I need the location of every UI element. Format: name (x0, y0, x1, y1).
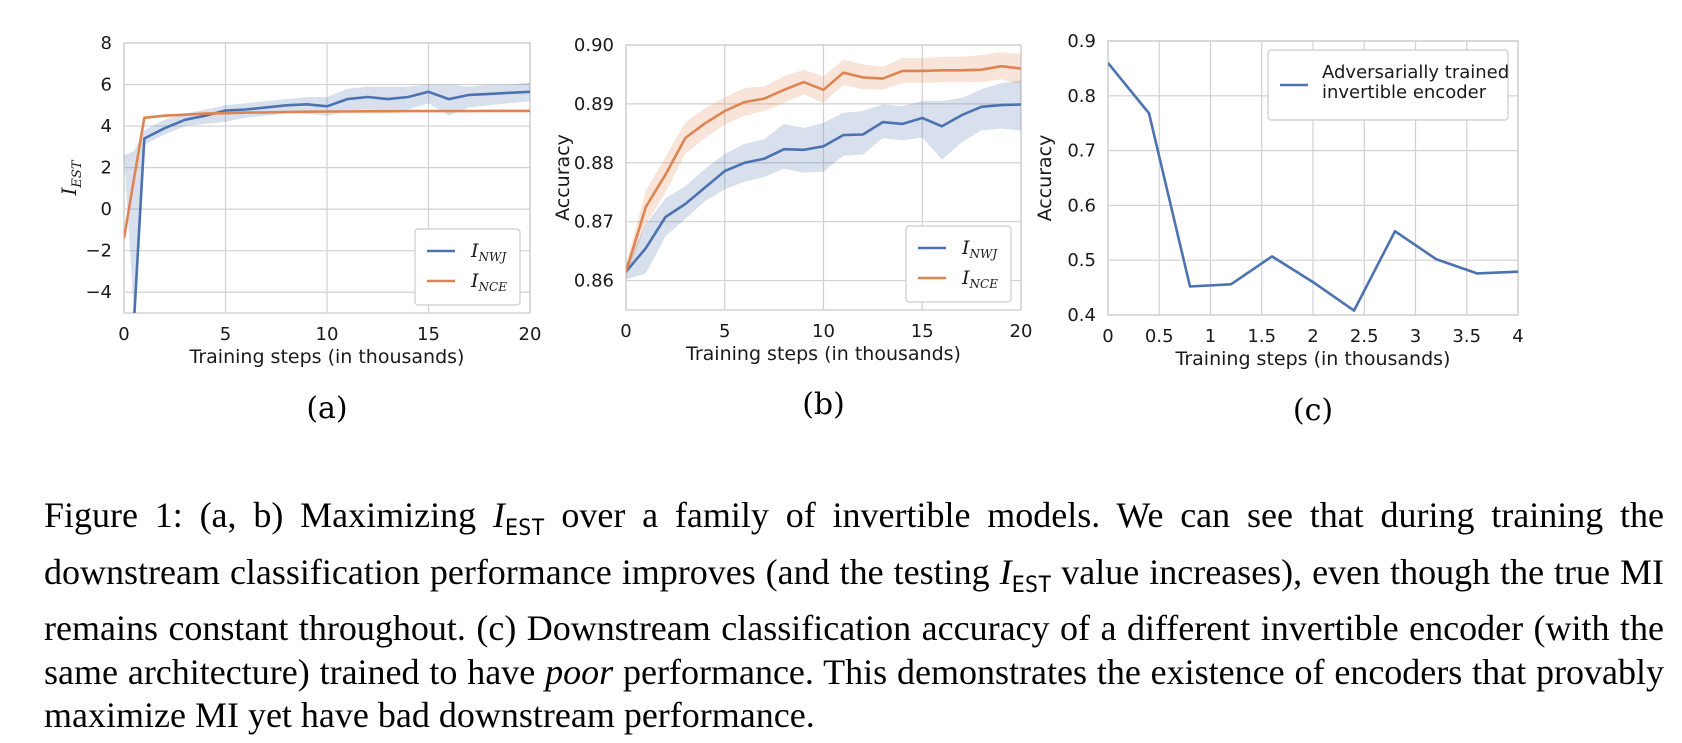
legend-label: invertible encoder (1322, 82, 1487, 103)
x-tick-label: 5 (719, 321, 730, 342)
x-tick-label: 3 (1410, 326, 1421, 347)
y-tick-label: 0.6 (1067, 195, 1096, 216)
y-tick-label: 0.4 (1067, 305, 1096, 326)
y-tick-label: 0.8 (1067, 86, 1096, 107)
x-tick-label: 1 (1205, 326, 1216, 347)
plot-frame (123, 42, 531, 314)
y-tick-label: 8 (101, 33, 112, 54)
legend: INWJ INCE (414, 228, 521, 306)
legend-box (905, 225, 1012, 303)
series-line (626, 64, 1021, 273)
panel-label: (b) (802, 387, 845, 422)
x-tick-label: 0.5 (1145, 326, 1174, 347)
caption-emphasis-poor: poor (545, 651, 614, 692)
y-tick-label: 2 (101, 158, 112, 179)
legend-label: INWJ (470, 240, 507, 264)
series-line (124, 109, 530, 239)
y-tick-label: 0 (101, 199, 112, 220)
caption-text-1: (a, b) Maximizing (182, 495, 493, 535)
y-tick-label: −4 (85, 282, 112, 303)
caption-text-3: value increases), even though the true M… (44, 551, 1664, 692)
legend-box (1267, 49, 1509, 121)
panel-a: 0 5 10 15 20 −4 −2 0 2 4 6 8 Training steps (in thou… (57, 33, 541, 426)
x-tick-label: 10 (316, 324, 339, 345)
x-tick-label: 2 (1307, 326, 1318, 347)
plot-area (124, 82, 530, 313)
legend-label: INCE (961, 267, 998, 291)
legend: INWJ INCE (905, 225, 1012, 303)
x-tick-label: 1.5 (1247, 326, 1276, 347)
plot-frame (625, 44, 1022, 311)
y-tick-label: 0.88 (574, 153, 614, 174)
panel-b: 0 5 10 15 20 0.86 0.87 0.88 0.89 0.90 Training ste… (552, 35, 1032, 422)
x-tick-label: 20 (1010, 321, 1033, 342)
panel-c: 0 0.5 1 1.5 2 2.5 3 3.5 4 0.4 0.5 0.6 0.7 0.8 0.9 Train… (1034, 31, 1524, 428)
series-line (626, 103, 1021, 273)
confidence-band (626, 80, 1021, 280)
y-tick-label: 0.86 (574, 271, 614, 292)
x-tick-label: 3.5 (1452, 326, 1481, 347)
y-tick-label: 0.87 (574, 212, 614, 233)
x-tick-label: 10 (812, 321, 835, 342)
i-est-symbol: IEST (999, 551, 1052, 598)
plot-frame (1107, 40, 1519, 316)
panel-label: (a) (306, 391, 347, 426)
x-tick-label: 5 (220, 324, 231, 345)
y-tick-label: −2 (85, 241, 112, 262)
y-tick-label: 0.7 (1067, 141, 1096, 162)
confidence-band (626, 52, 1021, 279)
y-axis-label: Accuracy (552, 134, 574, 221)
legend-label: INWJ (961, 237, 998, 261)
y-tick-label: 0.5 (1067, 250, 1096, 271)
y-tick-label: 6 (101, 75, 112, 96)
x-axis-label: Training steps (in thousands) (189, 346, 465, 368)
x-tick-label: 15 (911, 321, 934, 342)
legend-box (414, 228, 521, 306)
panel-label: (c) (1293, 393, 1333, 428)
x-tick-label: 0 (118, 324, 129, 345)
caption-text-4: performance. This demonstrates the exist… (44, 651, 1664, 736)
y-axis-label: Accuracy (1034, 135, 1056, 222)
plot-area (1108, 62, 1518, 312)
series-line (1108, 62, 1518, 312)
x-axis-label: Training steps (in thousands) (685, 343, 961, 365)
figure-caption: Figure 1: (a, b) Maximizing IEST over a … (44, 494, 1664, 738)
caption-label: Figure 1: (44, 495, 183, 535)
x-axis-label: Training steps (in thousands) (1175, 348, 1451, 370)
series-line (133, 90, 530, 313)
caption-text-2: over a family of invertible models. We c… (44, 495, 1664, 592)
x-tick-label: 20 (519, 324, 542, 345)
y-axis-label: IEST (57, 159, 85, 196)
i-est-symbol: IEST (492, 495, 545, 542)
legend-label: INCE (470, 270, 507, 294)
y-tick-label: 0.9 (1067, 31, 1096, 52)
x-tick-label: 4 (1512, 326, 1523, 347)
plot-area (626, 52, 1021, 280)
y-tick-label: 0.90 (574, 35, 614, 56)
y-tick-label: 0.89 (574, 94, 614, 115)
legend-label: Adversarially trained (1322, 62, 1509, 83)
x-tick-label: 0 (1102, 326, 1113, 347)
x-tick-label: 2.5 (1350, 326, 1379, 347)
x-tick-label: 0 (620, 321, 631, 342)
x-tick-label: 15 (417, 324, 440, 345)
y-tick-label: 4 (101, 116, 112, 137)
